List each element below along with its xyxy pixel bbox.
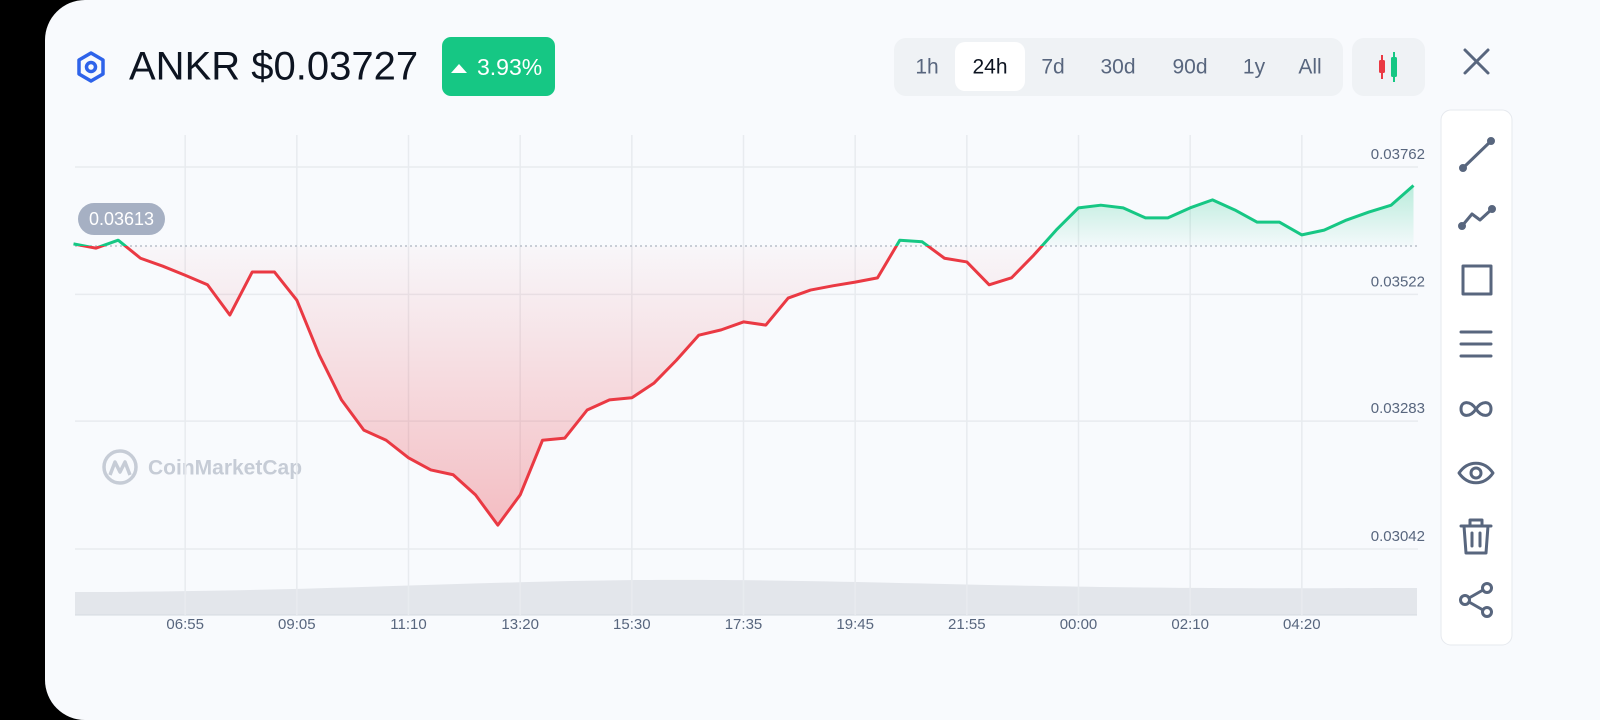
price-line-down xyxy=(76,246,1044,527)
tool-infinity[interactable] xyxy=(1459,401,1493,417)
y-tick-label: 0.03762 xyxy=(1371,146,1425,163)
x-tick-label: 19:45 xyxy=(836,616,874,633)
x-tick-label: 04:20 xyxy=(1283,616,1321,633)
card xyxy=(45,0,1600,720)
tool-trash[interactable] xyxy=(1459,518,1493,555)
up-arrow xyxy=(451,64,467,73)
change-value: 3.93% xyxy=(477,54,542,80)
change-badge xyxy=(442,37,555,96)
tool-polyline[interactable] xyxy=(1458,205,1496,230)
chart-type-button[interactable] xyxy=(1352,38,1425,96)
close-button[interactable] xyxy=(1463,48,1490,75)
tool-trend-line[interactable] xyxy=(1459,137,1495,172)
coin-title: ANKR $0.03727 xyxy=(129,45,418,89)
timeframe-option[interactable]: 30d xyxy=(1100,56,1135,79)
timeframe-option[interactable]: 1y xyxy=(1243,56,1266,79)
x-tick-label: 06:55 xyxy=(166,616,204,633)
x-tick-label: 15:30 xyxy=(613,616,651,633)
timeframe-selected xyxy=(955,42,1025,91)
timeframe-option[interactable]: 1h xyxy=(915,56,938,79)
baseline-pill xyxy=(78,203,165,236)
x-tick-label: 21:55 xyxy=(948,616,986,633)
x-tick-label: 00:00 xyxy=(1060,616,1098,633)
baseline-label: 0.03613 xyxy=(89,209,154,229)
x-tick-label: 02:10 xyxy=(1171,616,1209,633)
tool-rectangle[interactable] xyxy=(1461,264,1493,296)
y-tick-label: 0.03283 xyxy=(1371,400,1425,417)
area-down xyxy=(73,246,1414,526)
timeframe-option[interactable]: All xyxy=(1298,56,1321,79)
candle-icon xyxy=(1379,52,1397,82)
timeframe-option[interactable]: 7d xyxy=(1041,56,1064,79)
timeframe-option[interactable]: 24h xyxy=(972,56,1007,79)
volume-texture xyxy=(75,579,1417,615)
tool-share[interactable] xyxy=(1459,582,1493,618)
price-line-up xyxy=(73,184,1415,247)
y-tick-label: 0.03042 xyxy=(1371,528,1425,545)
x-tick-label: 09:05 xyxy=(278,616,316,633)
x-tick-label: 17:35 xyxy=(725,616,763,633)
y-tick-label: 0.03522 xyxy=(1371,273,1425,290)
coin-logo xyxy=(77,51,105,83)
timeframe-option[interactable]: 90d xyxy=(1172,56,1207,79)
area-up xyxy=(73,185,1414,247)
watermark-logo xyxy=(102,449,138,485)
tool-lines[interactable] xyxy=(1459,330,1493,358)
toolbar xyxy=(1440,109,1513,646)
tool-eye[interactable] xyxy=(1457,461,1495,485)
x-tick-label: 11:10 xyxy=(390,616,426,633)
x-tick-label: 13:20 xyxy=(501,616,539,633)
watermark: CoinMarketCap xyxy=(148,457,302,480)
